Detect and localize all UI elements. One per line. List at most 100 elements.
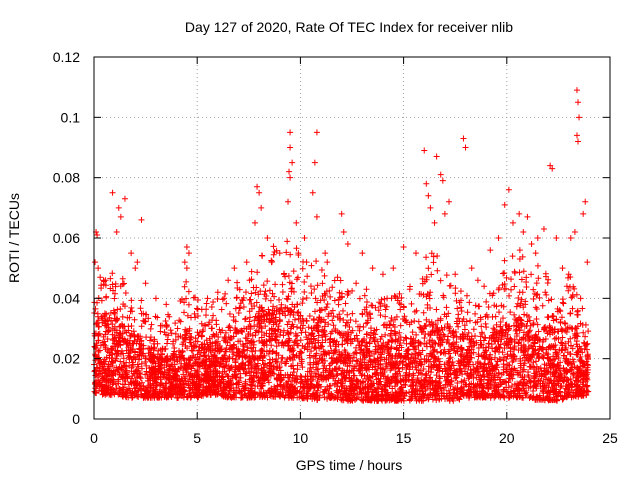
data-point bbox=[447, 365, 454, 372]
data-point bbox=[260, 282, 267, 289]
data-point bbox=[434, 267, 441, 274]
data-point bbox=[463, 318, 470, 325]
data-point bbox=[272, 393, 279, 400]
data-point bbox=[510, 353, 517, 360]
data-point bbox=[427, 385, 434, 392]
data-point bbox=[168, 394, 175, 401]
data-point bbox=[517, 378, 524, 385]
data-point bbox=[107, 377, 114, 384]
data-point bbox=[330, 357, 337, 364]
data-point bbox=[141, 386, 148, 393]
data-point bbox=[494, 358, 501, 365]
data-point bbox=[519, 381, 526, 388]
data-point bbox=[553, 376, 560, 383]
data-point bbox=[460, 358, 467, 365]
data-point bbox=[421, 376, 428, 383]
data-point bbox=[203, 300, 210, 307]
data-point bbox=[547, 364, 554, 371]
data-point bbox=[364, 381, 371, 388]
data-point bbox=[319, 339, 326, 346]
data-point bbox=[193, 305, 200, 312]
data-point bbox=[253, 299, 260, 306]
data-point bbox=[116, 371, 123, 378]
data-point bbox=[429, 343, 436, 350]
data-point bbox=[240, 348, 247, 355]
data-point bbox=[459, 331, 466, 338]
data-point bbox=[270, 363, 277, 370]
data-point bbox=[285, 343, 292, 350]
data-point bbox=[453, 297, 460, 304]
data-point bbox=[518, 296, 525, 303]
data-point bbox=[539, 396, 546, 403]
data-point bbox=[406, 396, 413, 403]
data-point bbox=[238, 394, 245, 401]
data-point bbox=[426, 392, 433, 399]
data-point bbox=[292, 338, 299, 345]
data-point bbox=[326, 339, 333, 346]
data-point bbox=[334, 314, 341, 321]
data-point bbox=[415, 377, 422, 384]
data-point bbox=[445, 371, 452, 378]
data-point bbox=[188, 343, 195, 350]
data-point bbox=[499, 349, 506, 356]
data-point bbox=[480, 361, 487, 368]
data-point bbox=[322, 337, 329, 344]
data-point bbox=[249, 332, 256, 339]
data-point bbox=[461, 326, 468, 333]
data-point bbox=[451, 386, 458, 393]
data-point bbox=[343, 385, 350, 392]
data-point bbox=[437, 277, 444, 284]
data-point bbox=[109, 336, 116, 343]
data-point bbox=[124, 374, 131, 381]
data-point bbox=[536, 371, 543, 378]
data-point bbox=[525, 330, 532, 337]
data-point bbox=[283, 249, 290, 256]
data-point bbox=[223, 383, 230, 390]
data-point bbox=[143, 362, 150, 369]
data-point bbox=[155, 363, 162, 370]
data-point bbox=[110, 287, 117, 294]
data-point bbox=[270, 303, 277, 310]
data-point bbox=[281, 308, 288, 315]
data-point bbox=[374, 384, 381, 391]
data-point bbox=[194, 368, 201, 375]
data-point bbox=[517, 357, 524, 364]
data-point bbox=[113, 329, 120, 336]
data-point bbox=[151, 371, 158, 378]
data-point bbox=[269, 349, 276, 356]
data-point bbox=[275, 339, 282, 346]
data-point bbox=[529, 334, 536, 341]
data-point bbox=[340, 307, 347, 314]
data-point bbox=[102, 344, 109, 351]
data-point bbox=[495, 338, 502, 345]
data-point bbox=[530, 296, 537, 303]
data-point bbox=[219, 296, 226, 303]
data-point bbox=[280, 382, 287, 389]
data-point bbox=[220, 389, 227, 396]
data-point bbox=[307, 373, 314, 380]
data-point bbox=[307, 283, 314, 290]
data-point bbox=[387, 391, 394, 398]
data-point bbox=[299, 385, 306, 392]
data-point bbox=[509, 253, 516, 260]
data-point bbox=[476, 303, 483, 310]
data-point bbox=[194, 338, 201, 345]
data-point bbox=[282, 338, 289, 345]
data-point bbox=[434, 348, 441, 355]
data-point bbox=[257, 383, 264, 390]
data-point bbox=[428, 250, 435, 257]
data-point bbox=[454, 305, 461, 312]
data-point bbox=[442, 365, 449, 372]
data-point bbox=[199, 328, 206, 335]
data-point bbox=[388, 344, 395, 351]
data-point bbox=[167, 355, 174, 362]
data-point bbox=[450, 389, 457, 396]
data-point bbox=[206, 364, 213, 371]
data-point bbox=[131, 316, 138, 323]
data-point bbox=[559, 340, 566, 347]
data-point bbox=[576, 356, 583, 363]
data-point bbox=[443, 304, 450, 311]
data-point bbox=[425, 363, 432, 370]
data-point bbox=[150, 340, 157, 347]
data-point bbox=[482, 320, 489, 327]
